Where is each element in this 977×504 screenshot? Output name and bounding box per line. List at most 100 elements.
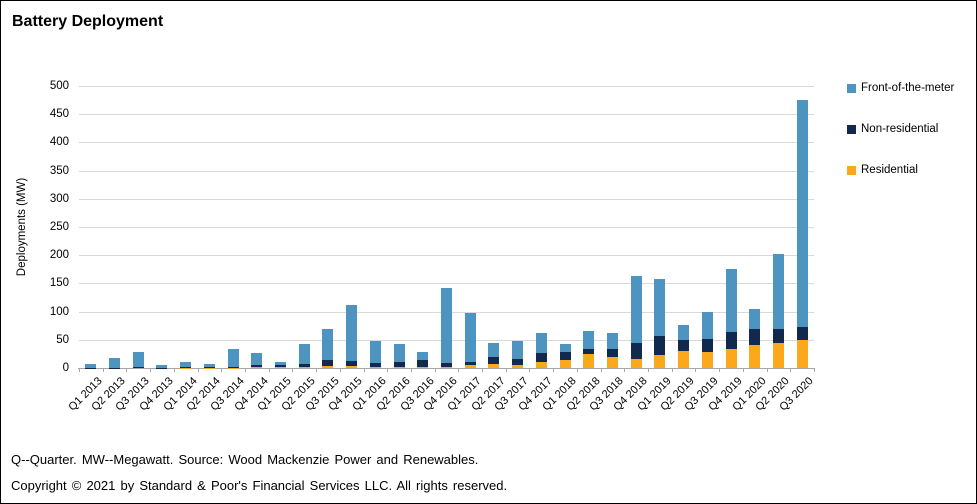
footnote-copyright: Copyright © 2021 by Standard & Poor's Fi… — [11, 478, 508, 493]
y-tick-label-200: 200 — [49, 249, 69, 262]
segment-residential — [464, 365, 476, 368]
x-tick — [648, 368, 650, 372]
segment-front-of-the-meter — [678, 325, 690, 340]
segment-front-of-the-meter — [725, 269, 737, 332]
y-tick-label-450: 450 — [49, 108, 69, 121]
bar-q4-2017 — [535, 332, 547, 368]
bar-q1-2019 — [654, 279, 666, 368]
legend-label: Front-of-the-meter — [861, 82, 955, 94]
segment-non-residential — [369, 362, 381, 367]
segment-front-of-the-meter — [203, 363, 215, 367]
footnote-source: Q--Quarter. MW--Megawatt. Source: Wood M… — [11, 452, 479, 467]
x-tick — [268, 368, 270, 372]
bar-q1-2014 — [180, 361, 192, 368]
segment-front-of-the-meter — [488, 343, 500, 358]
segment-front-of-the-meter — [132, 352, 144, 368]
segment-non-residential — [180, 367, 192, 368]
segment-non-residential — [678, 339, 690, 352]
segment-front-of-the-meter — [583, 331, 595, 350]
x-tick — [600, 368, 602, 372]
bar-q1-2020 — [749, 309, 761, 368]
segment-non-residential — [701, 339, 713, 352]
segment-front-of-the-meter — [749, 309, 761, 329]
segment-non-residential — [132, 367, 144, 368]
segment-residential — [275, 367, 287, 368]
y-tick-label-500: 500 — [49, 80, 69, 92]
legend-swatch-icon — [847, 84, 856, 93]
bar-q4-2018 — [630, 276, 642, 368]
bar-q1-2015 — [275, 361, 287, 368]
x-tick — [790, 368, 792, 372]
x-tick — [150, 368, 152, 372]
segment-residential — [606, 357, 618, 368]
legend-swatch-icon — [847, 125, 856, 134]
x-tick — [126, 368, 128, 372]
bar-q3-2015 — [322, 329, 334, 368]
x-tick — [434, 368, 436, 372]
bar-q4-2019 — [725, 269, 737, 368]
y-tick-label-50: 50 — [56, 333, 69, 346]
chart-title: Battery Deployment — [12, 13, 164, 30]
segment-non-residential — [749, 328, 761, 346]
segment-front-of-the-meter — [417, 352, 429, 360]
segment-residential — [559, 359, 571, 368]
bar-q1-2016 — [369, 340, 381, 368]
bar-q2-2014 — [203, 363, 215, 368]
x-tick — [742, 368, 744, 372]
segment-non-residential — [251, 364, 263, 368]
segment-non-residential — [464, 362, 476, 366]
segment-residential — [796, 339, 808, 368]
bar-q2-2020 — [772, 254, 784, 368]
x-tick — [292, 368, 294, 372]
x-tick — [766, 368, 768, 372]
y-tick-label-400: 400 — [49, 136, 69, 149]
segment-front-of-the-meter — [369, 340, 381, 363]
x-tick — [814, 368, 815, 372]
segment-residential — [488, 364, 500, 368]
gridline-400 — [79, 142, 814, 144]
x-tick — [363, 368, 365, 372]
x-tick — [719, 368, 721, 372]
segment-front-of-the-meter — [275, 361, 287, 366]
segment-front-of-the-meter — [559, 343, 571, 352]
segment-non-residential — [275, 365, 287, 368]
y-tick-label-250: 250 — [49, 221, 69, 233]
segment-front-of-the-meter — [156, 364, 168, 368]
segment-residential — [441, 366, 452, 368]
segment-non-residential — [441, 362, 452, 367]
legend-label: Residential — [861, 164, 918, 176]
segment-non-residential — [417, 359, 429, 367]
x-tick — [410, 368, 412, 372]
segment-non-residential — [203, 366, 215, 368]
segment-residential — [417, 366, 429, 368]
bar-q1-2018 — [559, 343, 571, 368]
y-tick-label-350: 350 — [49, 164, 69, 177]
segment-non-residential — [488, 357, 500, 365]
plot-area — [78, 86, 815, 372]
segment-front-of-the-meter — [606, 332, 618, 350]
y-tick-label-300: 300 — [49, 192, 69, 205]
segment-non-residential — [559, 351, 571, 360]
segment-residential — [772, 342, 784, 368]
x-tick — [671, 368, 673, 372]
x-tick — [339, 368, 341, 372]
bar-q3-2020 — [796, 100, 808, 368]
segment-residential — [535, 362, 547, 368]
bar-q3-2017 — [512, 340, 524, 368]
x-tick — [79, 368, 80, 372]
x-tick — [173, 368, 175, 372]
segment-front-of-the-meter — [251, 352, 263, 365]
gridline-150 — [79, 283, 814, 285]
bar-q4-2013 — [156, 364, 168, 368]
y-tick-label-150: 150 — [49, 277, 69, 290]
segment-non-residential — [393, 362, 405, 367]
segment-non-residential — [630, 342, 642, 359]
segment-non-residential — [606, 349, 618, 358]
bar-q4-2015 — [346, 304, 358, 368]
segment-front-of-the-meter — [512, 340, 524, 360]
bar-q4-2016 — [441, 287, 452, 368]
segment-residential — [630, 358, 642, 368]
x-tick — [244, 368, 246, 372]
segment-front-of-the-meter — [346, 304, 358, 362]
